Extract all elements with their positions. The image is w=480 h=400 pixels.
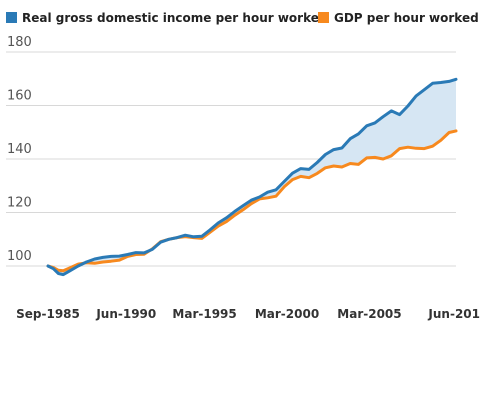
legend-label-real-gdi: Real gross domestic income per hour work… xyxy=(22,11,327,25)
x-tick-label-1: Jun-1990 xyxy=(95,307,156,321)
y-tick-label-180: 180 xyxy=(7,35,32,50)
x-tick-label-2: Mar-1995 xyxy=(172,307,236,321)
y-tick-label-100: 100 xyxy=(7,249,32,264)
gap-fill-area xyxy=(48,79,456,275)
y-tick-label-140: 140 xyxy=(7,142,32,157)
x-axis-tick-labels: Sep-1985 Jun-1990 Mar-1995 Mar-2000 Mar-2005… xyxy=(16,307,480,321)
series-line-gdp xyxy=(46,129,458,273)
gridlines xyxy=(6,51,456,267)
series-lines xyxy=(46,77,458,277)
x-tick-label-3: Mar-2000 xyxy=(255,307,319,321)
gap-fill xyxy=(48,79,456,275)
legend-item-real-gdi: Real gross domestic income per hour work… xyxy=(6,11,327,25)
series-line-real-gdi xyxy=(46,77,458,277)
y-tick-label-160: 160 xyxy=(7,89,32,104)
legend-swatch-real-gdi xyxy=(6,12,17,23)
x-tick-label-4: Mar-2005 xyxy=(337,307,401,321)
legend-item-gdp: GDP per hour worked xyxy=(318,11,479,25)
legend: Real gross domestic income per hour work… xyxy=(6,11,479,25)
legend-label-gdp: GDP per hour worked xyxy=(334,11,479,25)
x-tick-label-0: Sep-1985 xyxy=(16,307,80,321)
y-tick-label-120: 120 xyxy=(7,196,32,211)
legend-swatch-gdp xyxy=(318,12,329,23)
y-axis-tick-labels: 100 120 140 160 180 xyxy=(7,35,32,264)
x-tick-label-5: Jun-201 xyxy=(427,307,480,321)
